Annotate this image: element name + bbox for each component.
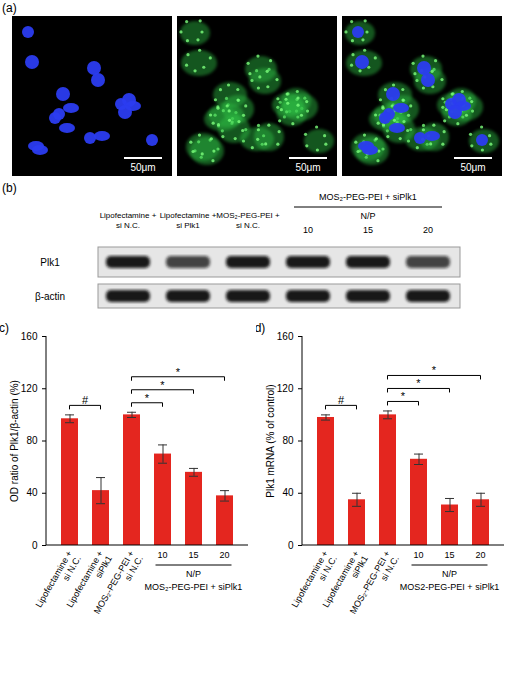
svg-text:160: 160	[277, 331, 294, 342]
svg-text:80: 80	[26, 435, 38, 446]
svg-text:20: 20	[219, 550, 229, 560]
svg-text:N/P: N/P	[442, 569, 457, 579]
svg-text:50μm: 50μm	[130, 162, 155, 173]
svg-text:(c): (c)	[0, 321, 9, 335]
svg-text:OD ratio of Plk1/β-actin (%): OD ratio of Plk1/β-actin (%)	[9, 380, 20, 502]
svg-text:N/P: N/P	[360, 211, 375, 221]
svg-text:120: 120	[21, 383, 38, 394]
svg-text:Plk1 mRNA (% of control): Plk1 mRNA (% of control)	[265, 384, 276, 497]
svg-text:MOS2-PEG-PEI + siPlk1: MOS2-PEG-PEI + siPlk1	[400, 582, 499, 592]
svg-text:10: 10	[303, 225, 313, 235]
svg-text:80: 80	[282, 435, 294, 446]
svg-text:10: 10	[413, 550, 423, 560]
svg-text:MOS₂-PEG-PEI +si N.C.: MOS₂-PEG-PEI +si N.C.	[92, 549, 145, 621]
svg-text:MOS₂-PEG-PEI +si N.C.: MOS₂-PEG-PEI +si N.C.	[348, 549, 401, 621]
svg-text:*: *	[176, 366, 181, 378]
svg-text:160: 160	[21, 331, 38, 342]
svg-text:40: 40	[282, 487, 294, 498]
svg-text:15: 15	[444, 550, 454, 560]
svg-text:0: 0	[288, 540, 294, 551]
svg-text:#: #	[338, 394, 345, 406]
svg-text:*: *	[160, 379, 165, 391]
svg-text:40: 40	[26, 487, 38, 498]
svg-text:20: 20	[475, 550, 485, 560]
svg-text:120: 120	[277, 383, 294, 394]
svg-text:15: 15	[363, 225, 373, 235]
svg-text:MOS₂-PEG-PEI +si N.C.: MOS₂-PEG-PEI +si N.C.	[216, 211, 280, 230]
svg-text:20: 20	[423, 225, 433, 235]
svg-text:(a): (a)	[2, 1, 17, 15]
svg-text:10: 10	[157, 550, 167, 560]
svg-text:Plk1: Plk1	[40, 257, 60, 268]
svg-text:MOS₂-PEG-PEI + siPlk1: MOS₂-PEG-PEI + siPlk1	[319, 192, 417, 202]
svg-text:MOS₂-PEG-PEI + siPlk1: MOS₂-PEG-PEI + siPlk1	[145, 582, 243, 592]
svg-text:*: *	[432, 364, 437, 376]
svg-text:15: 15	[188, 550, 198, 560]
svg-text:#: #	[82, 394, 89, 406]
svg-text:Lipofectamine +si Plk1: Lipofectamine +si Plk1	[160, 211, 217, 230]
svg-text:(d): (d)	[256, 321, 265, 335]
svg-text:50μm: 50μm	[295, 162, 320, 173]
svg-text:*: *	[401, 390, 406, 402]
svg-text:β-actin: β-actin	[35, 291, 65, 302]
svg-text:0: 0	[32, 540, 38, 551]
svg-text:Lipofectamine +si N.C.: Lipofectamine +si N.C.	[100, 211, 157, 230]
svg-text:*: *	[145, 392, 150, 404]
svg-text:(b): (b)	[2, 181, 17, 195]
svg-text:50μm: 50μm	[460, 162, 485, 173]
svg-text:*: *	[416, 377, 421, 389]
svg-text:N/P: N/P	[186, 569, 201, 579]
